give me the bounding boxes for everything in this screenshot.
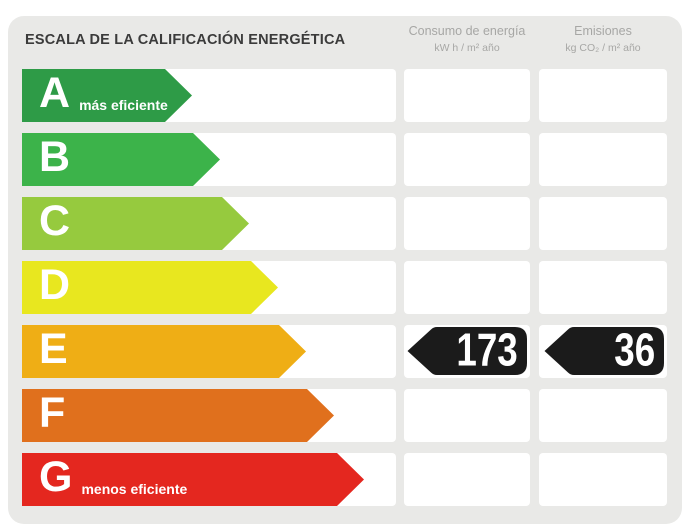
emissions-cell-e: 36: [539, 325, 667, 378]
consumption-cell-c: [404, 197, 530, 250]
left-arrow-marker-icon: [407, 327, 527, 375]
scale-row-d: D: [22, 261, 675, 314]
scale-row-g: G menos eficiente: [22, 453, 675, 506]
emissions-cell-c: [539, 197, 667, 250]
rating-letter: C: [39, 197, 71, 245]
scale-arrow-f: F: [22, 389, 334, 442]
rating-letter: G: [39, 453, 73, 501]
consumption-column-unit: kW h / m² año: [434, 42, 500, 54]
scale-row-c: C: [22, 197, 675, 250]
energy-scale-panel: ESCALA DE LA CALIFICACIÓN ENERGÉTICA Con…: [8, 16, 682, 524]
consumption-column-header: Consumo de energía kW h / m² año: [404, 24, 530, 54]
most-efficient-note: más eficiente: [79, 96, 168, 113]
emissions-cell-d: [539, 261, 667, 314]
consumption-cell-g: [404, 453, 530, 506]
emissions-cell-g: [539, 453, 667, 506]
rating-letter: D: [39, 261, 71, 309]
emissions-cell-b: [539, 133, 667, 186]
consumption-column-label: Consumo de energía: [408, 24, 526, 38]
scale-arrow-g: G menos eficiente: [22, 453, 364, 506]
rating-letter: A: [39, 69, 71, 117]
rating-letter: B: [39, 133, 71, 181]
rating-letter: E: [39, 325, 68, 373]
scale-row-e: E 173 36: [22, 325, 675, 378]
emissions-cell-f: [539, 389, 667, 442]
scale-rows: A más eficiente B C: [22, 69, 675, 517]
scale-arrow-a: A más eficiente: [22, 69, 192, 122]
emissions-column-label: Emisiones: [574, 24, 632, 38]
consumption-rating-marker: 173: [406, 326, 528, 376]
left-arrow-marker-icon: [544, 327, 664, 375]
scale-arrow-c: C: [22, 197, 249, 250]
scale-arrow-e: E: [22, 325, 306, 378]
consumption-cell-f: [404, 389, 530, 442]
scale-row-b: B: [22, 133, 675, 186]
scale-row-f: F: [22, 389, 675, 442]
scale-arrow-d: D: [22, 261, 278, 314]
emissions-column-header: Emisiones kg CO₂ / m² año: [539, 24, 667, 54]
consumption-cell-a: [404, 69, 530, 122]
consumption-cell-d: [404, 261, 530, 314]
emissions-value: 36: [614, 323, 655, 376]
consumption-cell-e: 173: [404, 325, 530, 378]
emissions-rating-marker: 36: [543, 326, 665, 376]
rating-letter: F: [39, 389, 66, 437]
page-title: ESCALA DE LA CALIFICACIÓN ENERGÉTICA: [25, 32, 346, 48]
scale-arrow-b: B: [22, 133, 220, 186]
least-efficient-note: menos eficiente: [81, 480, 188, 497]
consumption-cell-b: [404, 133, 530, 186]
emissions-cell-a: [539, 69, 667, 122]
consumption-value: 173: [456, 323, 518, 376]
scale-row-a: A más eficiente: [22, 69, 675, 122]
emissions-column-unit: kg CO₂ / m² año: [565, 42, 641, 54]
